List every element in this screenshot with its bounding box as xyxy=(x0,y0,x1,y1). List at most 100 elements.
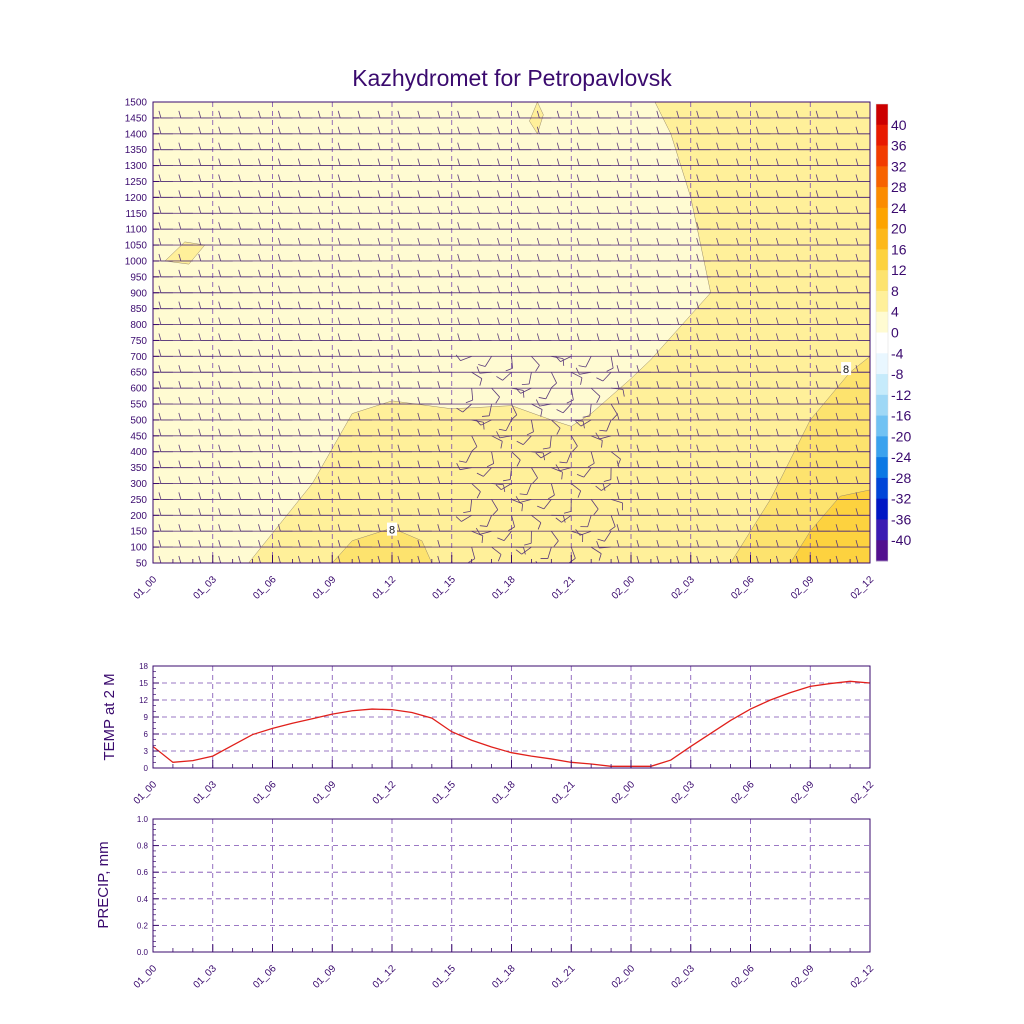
wind-barb-feather xyxy=(795,381,799,389)
wind-barb-feather xyxy=(238,524,241,532)
wind-barb xyxy=(158,110,173,119)
wind-barb-feather xyxy=(855,190,859,198)
wind-barb xyxy=(616,444,631,453)
wind-barb-feather xyxy=(716,269,719,277)
wind-barb-feather xyxy=(317,126,321,134)
colorbar-box xyxy=(876,311,888,333)
wind-barb xyxy=(297,524,313,532)
wind-barb-feather xyxy=(482,415,490,417)
wind-barb xyxy=(596,253,612,262)
time-tick-label: 02_00 xyxy=(610,574,638,602)
wind-barb-feather xyxy=(656,301,660,309)
wind-barb-feather xyxy=(437,190,441,198)
wind-barb-feather xyxy=(476,366,481,374)
wind-barb-feather xyxy=(437,110,441,119)
wind-barb xyxy=(775,190,791,198)
wind-barb-feather xyxy=(616,492,620,500)
wind-barb-feather xyxy=(357,142,361,150)
wind-barb-feather xyxy=(516,459,521,467)
wind-barb-feather xyxy=(616,524,620,532)
wind-barb-staff xyxy=(486,515,492,527)
wind-barb xyxy=(855,476,870,484)
wind-barb-feather xyxy=(535,365,540,372)
wind-barb xyxy=(736,444,751,453)
wind-barb-feather xyxy=(696,285,700,293)
wind-barb xyxy=(636,142,651,151)
wind-barb-feather xyxy=(676,333,680,341)
temperature-grid xyxy=(153,666,870,768)
wind-barb-feather xyxy=(556,409,564,414)
wind-barb-feather xyxy=(716,317,719,325)
wind-barb xyxy=(198,317,213,325)
wind-barb xyxy=(559,451,572,464)
wind-barb-feather xyxy=(278,158,281,166)
pressure-tick-label: 1400 xyxy=(125,129,148,140)
wind-barb xyxy=(736,190,751,198)
wind-barb-feather xyxy=(656,524,660,532)
wind-barb xyxy=(696,412,711,421)
wind-barb-feather xyxy=(756,381,759,389)
colorbar-box xyxy=(876,207,888,230)
wind-barb-feather xyxy=(218,190,222,198)
wind-barb-feather xyxy=(517,237,520,246)
wind-barb xyxy=(696,301,711,310)
wind-barb-feather xyxy=(178,539,182,548)
wind-barb xyxy=(716,396,731,405)
wind-barb-staff xyxy=(465,451,473,463)
wind-barb-feather xyxy=(736,285,739,293)
wind-barb xyxy=(596,540,612,549)
wind-barb xyxy=(357,110,373,119)
wind-barb xyxy=(417,333,432,341)
wind-barb-feather xyxy=(676,555,680,563)
wind-barb-staff xyxy=(599,546,612,549)
wind-barb xyxy=(536,237,552,246)
wind-barb-feather xyxy=(696,476,700,484)
wind-barb xyxy=(716,158,731,166)
wind-barb-feather xyxy=(337,126,341,134)
wind-barb xyxy=(357,126,373,135)
wind-barb-feather xyxy=(537,522,542,530)
wind-barb xyxy=(636,365,651,373)
wind-barb-feather xyxy=(612,414,618,420)
wind-barb xyxy=(511,499,524,512)
wind-barb xyxy=(477,174,492,182)
wind-barb xyxy=(855,333,870,341)
wind-barb xyxy=(616,381,631,389)
wind-barb xyxy=(756,126,771,135)
wind-barb-feather xyxy=(357,333,361,341)
wind-barb-feather xyxy=(465,399,473,404)
wind-barb-feather xyxy=(576,333,580,341)
wind-barb-feather xyxy=(775,349,779,357)
wind-barb-feather xyxy=(417,396,421,405)
wind-barb-feather xyxy=(492,509,499,516)
wind-barb xyxy=(258,158,273,166)
wind-barb-feather xyxy=(616,222,620,230)
wind-barb xyxy=(258,508,273,516)
wind-barb-staff xyxy=(590,499,599,510)
pressure-tick-label: 250 xyxy=(130,495,147,506)
wind-barb-feather xyxy=(676,190,680,198)
wind-barb-feather xyxy=(258,381,261,389)
wind-barb xyxy=(736,269,751,278)
wind-barb-feather xyxy=(218,206,222,214)
wind-barb xyxy=(575,367,592,375)
wind-barb-staff xyxy=(550,483,555,496)
wind-barb xyxy=(477,206,492,214)
wind-barb-feather xyxy=(198,110,202,119)
wind-barb-feather xyxy=(297,317,301,325)
wind-barb-feather xyxy=(817,102,819,103)
wind-barb-staff xyxy=(539,562,552,563)
wind-barb-feather xyxy=(258,158,261,166)
wind-barb xyxy=(317,444,333,453)
wind-barb-feather xyxy=(357,428,361,436)
wind-barb xyxy=(656,142,671,151)
wind-barb-feather xyxy=(553,540,559,547)
wind-barb-feather xyxy=(278,317,281,325)
wind-barb-feather xyxy=(756,539,759,548)
wind-barb-feather xyxy=(377,190,381,198)
wind-barb xyxy=(536,222,552,230)
wind-barb-feather xyxy=(158,492,162,500)
wind-barb-feather xyxy=(456,407,463,413)
wind-barb-feather xyxy=(835,158,839,166)
pressure-tick-label: 1050 xyxy=(125,241,148,252)
